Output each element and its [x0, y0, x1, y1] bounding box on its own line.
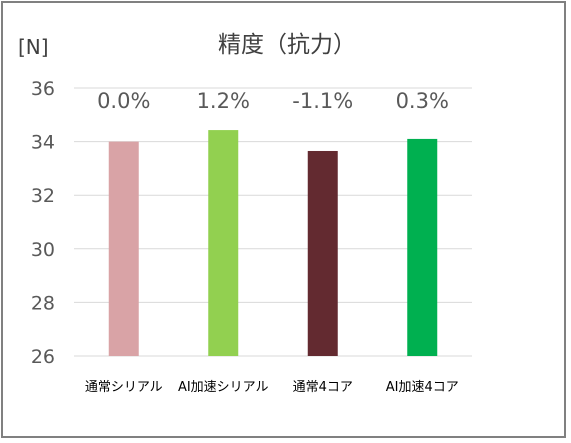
y-tick-label: 26 — [31, 346, 55, 368]
y-axis-unit-label: [N] — [18, 35, 49, 59]
y-tick-labels: 26 28 30 32 34 36 — [31, 78, 55, 368]
bar — [407, 138, 438, 356]
y-tick-label: 30 — [31, 239, 55, 261]
category-label: AI加速4コア — [386, 380, 459, 395]
data-label: 1.2% — [197, 89, 250, 113]
category-label: 通常4コア — [293, 380, 353, 395]
y-tick-label: 28 — [31, 292, 55, 314]
data-labels: 0.0% 1.2% -1.1% 0.3% — [97, 89, 449, 113]
data-label: 0.0% — [97, 89, 150, 113]
y-tick-label: 34 — [31, 132, 55, 154]
bars — [108, 130, 438, 356]
data-label: 0.3% — [396, 89, 449, 113]
gridlines — [74, 87, 472, 357]
bar — [108, 141, 139, 356]
bar — [307, 150, 338, 356]
y-tick-label: 32 — [31, 185, 55, 207]
y-tick-label: 36 — [31, 78, 55, 100]
category-labels: 通常シリアル AI加速シリアル 通常4コア AI加速4コア — [85, 380, 459, 395]
category-label: AI加速シリアル — [178, 380, 269, 395]
chart-title: 精度（抗力） — [218, 32, 356, 58]
chart-frame — [1, 1, 566, 438]
bar — [208, 130, 239, 356]
data-label: -1.1% — [292, 89, 353, 113]
category-label: 通常シリアル — [85, 380, 163, 395]
